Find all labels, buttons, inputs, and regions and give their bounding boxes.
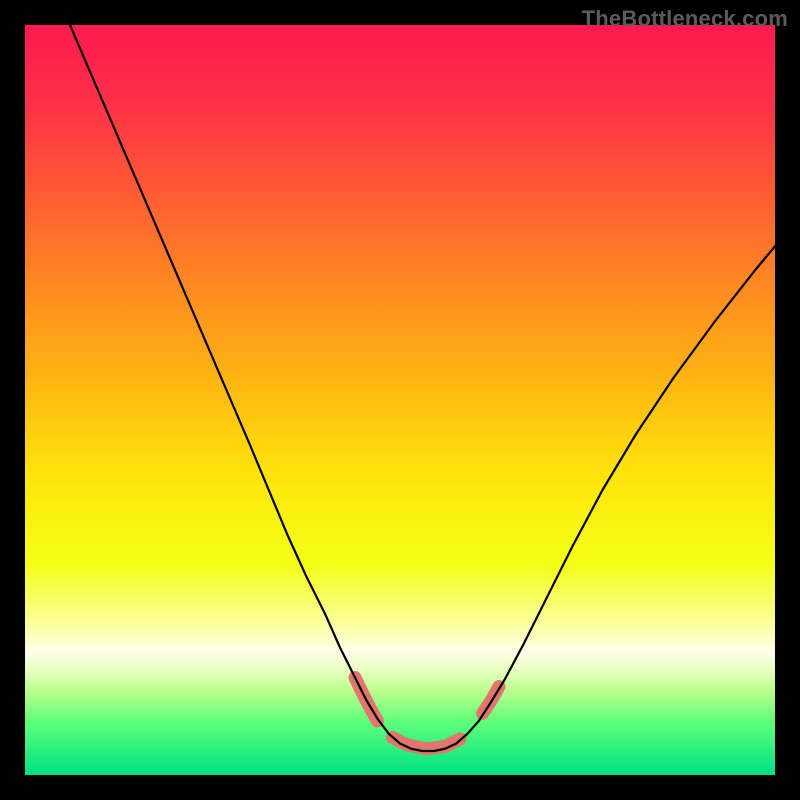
outer-frame: TheBottleneck.com (0, 0, 800, 800)
gradient-background (25, 25, 775, 775)
watermark-text: TheBottleneck.com (582, 6, 788, 32)
plot-area (25, 25, 775, 775)
bottleneck-curve-chart (25, 25, 775, 775)
